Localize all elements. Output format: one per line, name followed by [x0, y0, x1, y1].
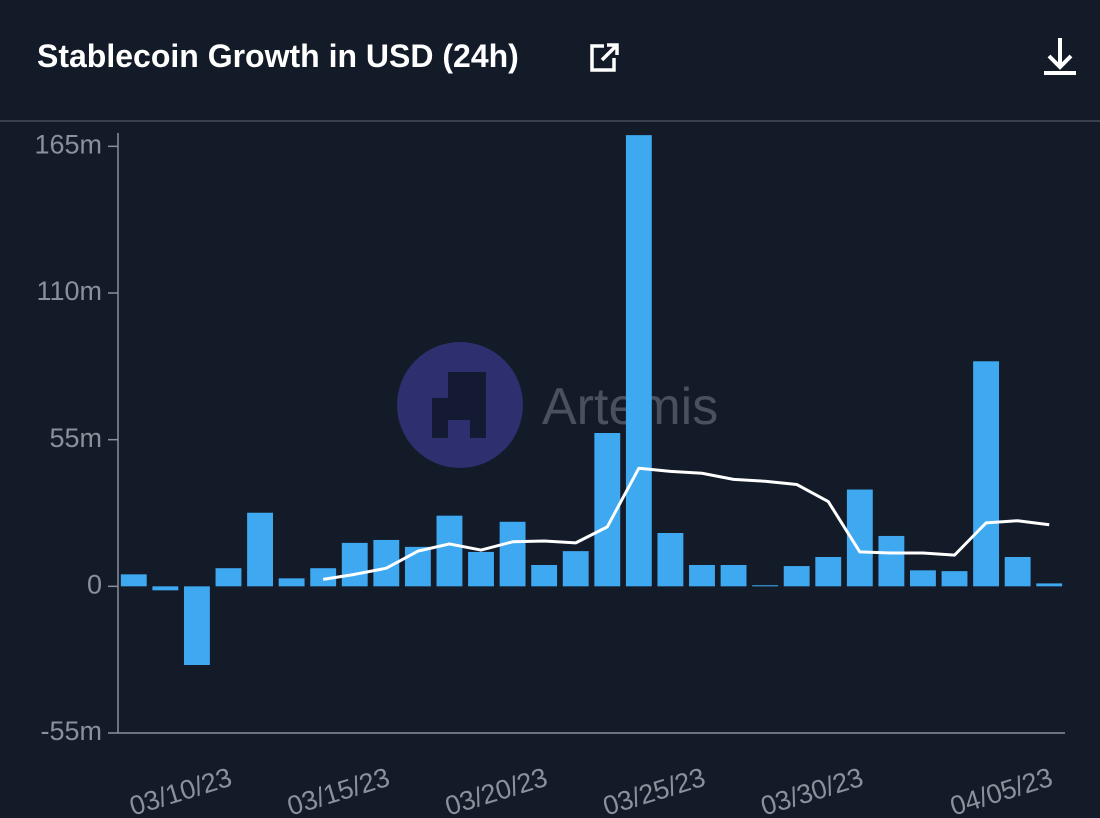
y-tick-label: -55m	[40, 716, 102, 746]
bar	[973, 361, 1000, 587]
bar	[783, 566, 810, 587]
y-tick-label: 110m	[36, 276, 102, 306]
bar	[436, 515, 463, 587]
bar	[720, 565, 747, 587]
chart-title: Stablecoin Growth in USD (24h)	[37, 38, 519, 74]
bar	[152, 586, 179, 591]
bar	[562, 551, 589, 587]
bar	[625, 135, 652, 587]
bar	[657, 533, 684, 587]
bar	[310, 568, 337, 587]
bar	[1004, 557, 1031, 587]
y-tick-label: 55m	[49, 423, 102, 453]
bar	[531, 565, 558, 587]
bar	[183, 586, 210, 665]
x-tick-label: 03/30/23	[757, 762, 866, 818]
external-link-icon[interactable]	[590, 43, 619, 72]
bar	[1036, 583, 1063, 587]
x-tick-label: 03/10/23	[126, 762, 235, 818]
x-tick-label: 03/20/23	[442, 762, 551, 818]
x-tick-label: 03/15/23	[284, 762, 393, 818]
bar	[815, 557, 842, 587]
bar	[941, 571, 968, 587]
bar	[752, 585, 779, 587]
bar	[120, 574, 147, 587]
line	[322, 466, 1050, 581]
bar	[499, 521, 526, 587]
bar	[404, 546, 431, 587]
y-tick-label: 165m	[34, 129, 102, 159]
bar	[689, 565, 715, 587]
watermark: Artemis	[397, 342, 718, 468]
bar	[278, 578, 305, 587]
bar	[341, 542, 368, 587]
x-tick-label: 03/25/23	[599, 762, 708, 818]
bar	[468, 551, 494, 587]
bar	[910, 570, 936, 587]
bar	[215, 568, 242, 587]
x-tick-label: 04/05/23	[947, 762, 1056, 818]
bar	[878, 535, 905, 587]
y-tick-label: 0	[87, 569, 102, 599]
download-icon[interactable]	[1044, 38, 1076, 75]
bar	[247, 512, 273, 587]
